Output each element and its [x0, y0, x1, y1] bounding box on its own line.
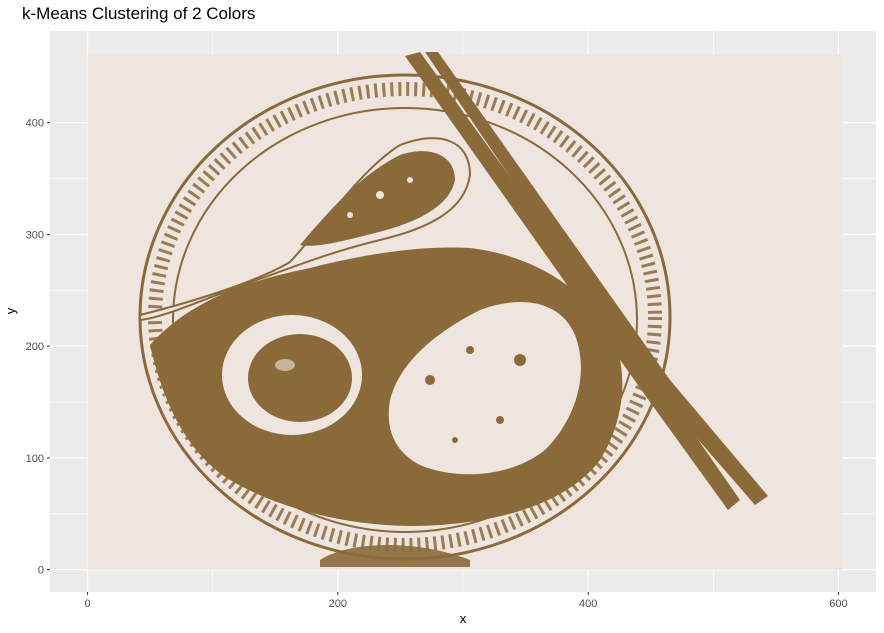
spoon-speck: [376, 191, 384, 199]
egg-yolk: [248, 334, 352, 422]
rice-region: [388, 302, 581, 475]
x-tick-label: 200: [329, 598, 347, 610]
rice-speck: [514, 354, 526, 366]
spoon-speck: [347, 212, 353, 218]
plate-pattern: [148, 82, 662, 552]
x-tick-label: 600: [829, 598, 847, 610]
rice-speck: [496, 416, 504, 424]
bottom-fringe: [320, 545, 470, 567]
x-tick-label: 400: [579, 598, 597, 610]
rice-speck: [425, 375, 435, 385]
chart-title: k-Means Clustering of 2 Colors: [22, 4, 256, 23]
egg-yolk-highlight: [275, 359, 295, 371]
y-axis-ticks: 0 100 200 300 400: [26, 118, 50, 577]
x-axis-ticks: 0 200 400 600: [84, 592, 848, 610]
y-tick-label: 0: [38, 565, 44, 577]
x-tick-label: 0: [84, 598, 90, 610]
y-tick-label: 300: [26, 229, 44, 241]
chopstick: [425, 52, 768, 505]
spoon-speck: [407, 177, 413, 183]
chopstick: [405, 52, 740, 510]
x-axis-title: x: [460, 611, 467, 626]
y-tick-label: 100: [26, 453, 44, 465]
y-tick-label: 200: [26, 341, 44, 353]
clustered-image: [87, 52, 843, 570]
y-axis-title: y: [3, 307, 18, 314]
spoon-contents: [300, 151, 455, 246]
plate-inner-rim: [172, 107, 638, 533]
y-tick-label: 400: [26, 118, 44, 130]
rice-speck: [452, 437, 458, 443]
rice-speck: [466, 346, 474, 354]
